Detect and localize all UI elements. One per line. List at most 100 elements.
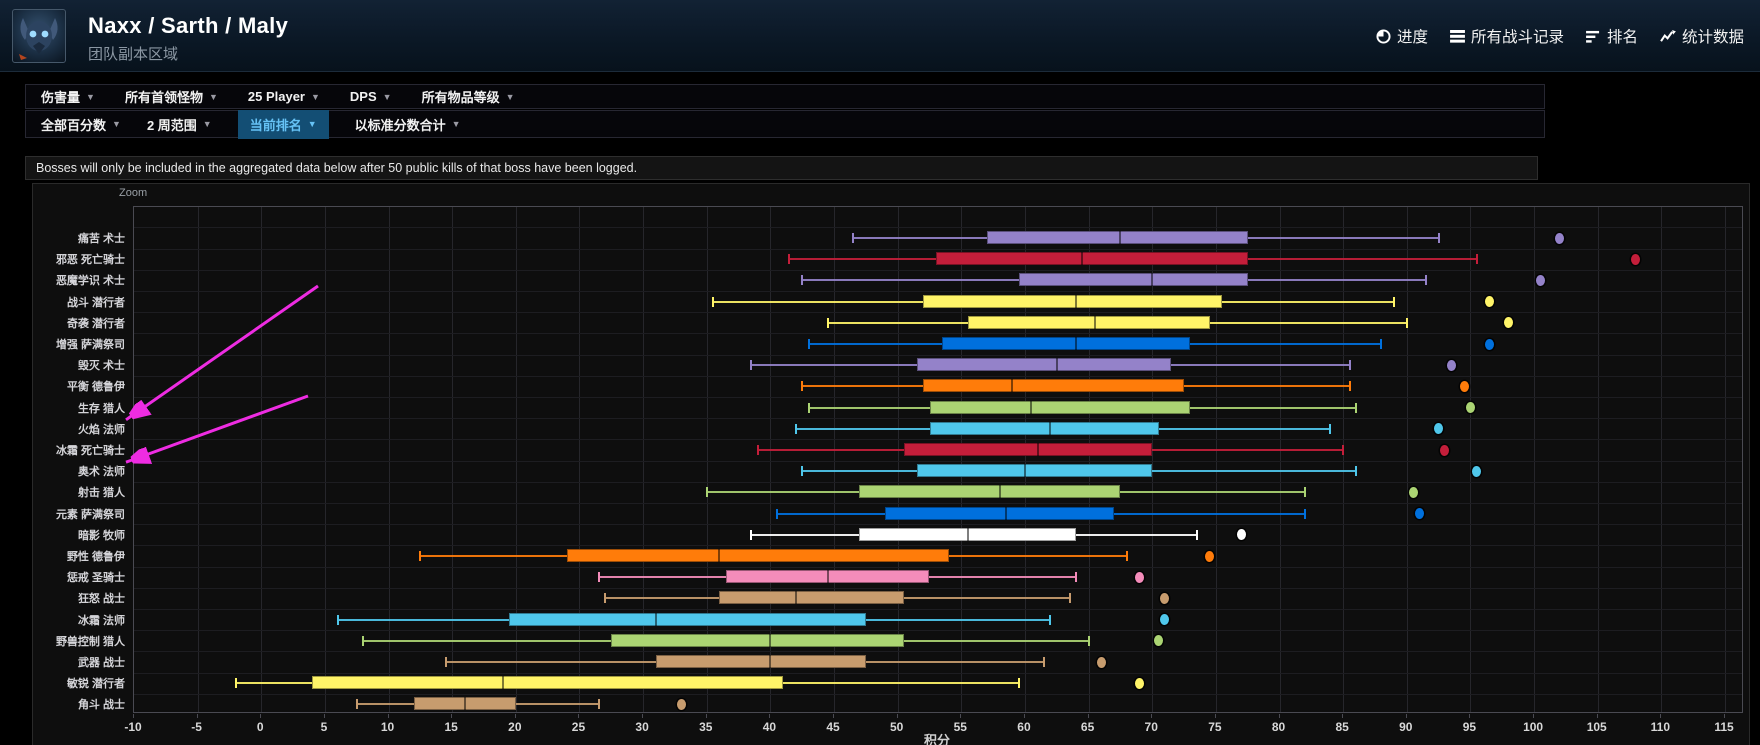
- chevron-down-icon: ▼: [451, 119, 461, 129]
- whisker-cap: [1195, 529, 1198, 540]
- gridline-vertical: [834, 207, 836, 712]
- nav-all-reports[interactable]: 所有战斗记录: [1450, 25, 1564, 47]
- filter-ilvl-label: 所有物品等级: [421, 90, 500, 105]
- outlier-dot: [1160, 592, 1170, 604]
- x-tick-label: 80: [1271, 720, 1286, 734]
- gridline-vertical: [324, 207, 326, 712]
- median-line: [998, 485, 1001, 499]
- y-axis-label: 敏锐 潜行者: [66, 678, 125, 691]
- median-line: [1151, 273, 1154, 287]
- whisker-cap: [1393, 296, 1396, 307]
- gridline-vertical: [1406, 207, 1408, 712]
- median-line: [794, 591, 797, 605]
- view-current-rankings[interactable]: 当前排名 ▼: [237, 109, 329, 139]
- nav-statistics[interactable]: 统计数据: [1660, 25, 1744, 47]
- median-line: [1030, 400, 1033, 414]
- view-timeframe[interactable]: 2 周范围 ▼: [147, 115, 212, 134]
- gridline-horizontal: [134, 609, 1742, 610]
- gridline-vertical: [706, 207, 708, 712]
- y-axis-label: 增强 萨满祭司: [55, 339, 125, 351]
- view-aggregate[interactable]: 以标准分数合计 ▼: [355, 115, 461, 134]
- outlier-dot: [1154, 635, 1164, 647]
- boss-skull-art: [19, 18, 58, 60]
- gridline-horizontal: [134, 503, 1742, 504]
- gridline-vertical: [1534, 207, 1536, 712]
- y-axis-label: 惩戒 圣骑士: [66, 572, 125, 585]
- x-axis-ticks: -10 -5 0 5 10 15 20 25 30 35 40 45 50 55 60 65 70 75 80 85 9…: [124, 713, 1743, 737]
- gridline-horizontal: [134, 524, 1742, 526]
- plot-area: [133, 206, 1743, 713]
- y-axis-label: 冰霜 法师: [77, 614, 125, 627]
- gridline-horizontal: [134, 651, 1742, 653]
- y-axis-label: 恶魔学识 术士: [55, 275, 125, 288]
- filter-boss-label: 所有首领怪物: [124, 90, 203, 105]
- nav-progress[interactable]: 进度: [1376, 25, 1428, 47]
- outlier-dot: [1415, 508, 1425, 520]
- filter-metric-label: 伤害量: [41, 90, 81, 105]
- x-tick-label: 75: [1208, 720, 1222, 734]
- whisker-cap: [852, 233, 855, 243]
- x-tick-label: 50: [889, 720, 904, 734]
- filter-bar: 伤害量 ▼ 所有首领怪物 ▼ 25 Player ▼ DPS ▼ 所有物品等级 …: [25, 84, 1545, 109]
- y-axis-label: 野兽控制 猎人: [55, 635, 125, 648]
- y-axis-label: 平衡 德鲁伊: [66, 381, 125, 394]
- top-nav: 进度 所有战斗记录 排名 统计数据: [1376, 0, 1744, 72]
- outlier-dot: [1135, 571, 1144, 583]
- chevron-down-icon: ▼: [208, 91, 218, 102]
- whisker-cap: [1068, 593, 1071, 604]
- outlier-dot: [1096, 656, 1106, 668]
- x-tick-label: 45: [826, 720, 840, 734]
- filter-role[interactable]: DPS ▼: [350, 89, 392, 104]
- x-tick-mark: [387, 714, 389, 718]
- view-percentiles[interactable]: 全部百分数 ▼: [41, 115, 121, 134]
- page-title: Naxx / Sarth / Maly: [88, 13, 289, 38]
- whisker-cap: [1017, 678, 1020, 689]
- whisker-cap: [1348, 381, 1351, 392]
- gridline-horizontal: [134, 630, 1742, 632]
- box: [986, 231, 1248, 244]
- x-tick-mark: [1660, 714, 1662, 718]
- whisker-cap: [1043, 657, 1046, 667]
- whisker-cap: [807, 402, 810, 413]
- gridline-horizontal: [134, 672, 1742, 674]
- whisker-cap: [801, 381, 804, 392]
- median-line: [1081, 252, 1084, 266]
- median-line: [1119, 231, 1122, 244]
- box: [929, 421, 1159, 435]
- whisker-cap: [826, 317, 829, 328]
- x-tick-mark: [1023, 714, 1025, 718]
- progress-icon: [1376, 28, 1391, 44]
- x-tick-mark: [642, 714, 644, 718]
- box: [859, 485, 1121, 499]
- x-tick-label: 65: [1080, 720, 1095, 734]
- y-axis-label: 邪恶 死亡骑士: [55, 254, 125, 267]
- gridline-horizontal: [134, 248, 1742, 250]
- x-tick-mark: [514, 714, 516, 718]
- box: [884, 506, 1115, 520]
- filter-metric[interactable]: 伤害量 ▼: [41, 87, 95, 106]
- x-tick-mark: [1724, 714, 1725, 718]
- filter-boss[interactable]: 所有首领怪物 ▼: [125, 87, 218, 106]
- filter-ilvl[interactable]: 所有物品等级 ▼: [422, 87, 515, 106]
- x-tick-mark: [1278, 714, 1280, 718]
- whisker-cap: [597, 572, 600, 583]
- filter-role-label: DPS: [349, 89, 377, 104]
- box: [312, 676, 784, 690]
- outlier-dot: [1535, 274, 1545, 286]
- y-axis-label: 暗影 牧师: [77, 529, 125, 542]
- nav-all-reports-label: 所有战斗记录: [1470, 29, 1564, 46]
- whisker-cap: [1303, 487, 1306, 498]
- box: [904, 443, 1153, 456]
- outlier-dot: [1434, 423, 1444, 435]
- x-tick-label: 30: [635, 720, 649, 734]
- median-line: [502, 676, 505, 690]
- whisker-cap: [801, 466, 804, 477]
- median-line: [1093, 315, 1096, 329]
- chevron-down-icon: ▼: [310, 91, 320, 102]
- nav-rankings[interactable]: 排名: [1586, 25, 1638, 47]
- x-tick-mark: [833, 714, 835, 718]
- whisker-cap: [1475, 254, 1478, 265]
- filter-size[interactable]: 25 Player ▼: [248, 89, 320, 104]
- outlier-dot: [1631, 253, 1641, 265]
- whisker-cap: [1354, 466, 1357, 477]
